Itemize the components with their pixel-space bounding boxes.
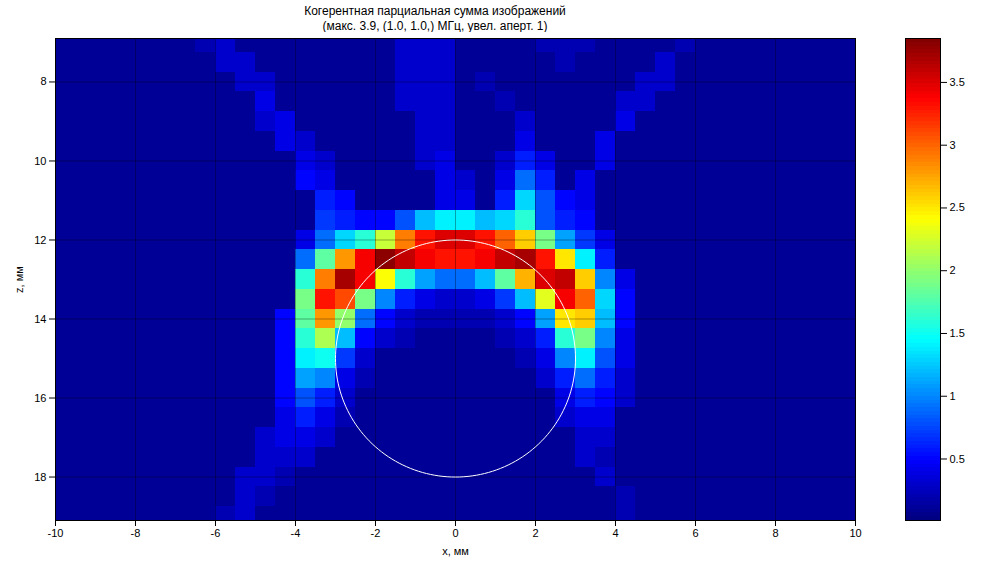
svg-text:2.5: 2.5: [950, 201, 965, 213]
html-text:(макс. 3.9, (1.0, 1.0,) МГц, у: (макс. 3.9, (1.0, 1.0,) МГц, увел. аперт…: [322, 19, 548, 33]
svg-text:3: 3: [950, 139, 956, 151]
svg-text:-4: -4: [291, 527, 301, 539]
svg-text:0.5: 0.5: [950, 453, 965, 465]
svg-text:12: 12: [34, 234, 46, 246]
html-text:Когерентная парциальная сумма: Когерентная парциальная сумма изображени…: [304, 4, 566, 18]
svg-text:z, мм: z, мм: [13, 266, 25, 293]
svg-text:-6: -6: [211, 527, 221, 539]
svg-text:10: 10: [849, 527, 861, 539]
svg-text:-2: -2: [371, 527, 381, 539]
svg-text:1.5: 1.5: [950, 327, 965, 339]
svg-text:16: 16: [34, 392, 46, 404]
svg-text:8: 8: [772, 527, 778, 539]
svg-text:4: 4: [612, 527, 618, 539]
svg-text:x, мм: x, мм: [442, 545, 469, 557]
svg-text:14: 14: [34, 313, 46, 325]
svg-text:-10: -10: [48, 527, 64, 539]
svg-text:10: 10: [34, 154, 46, 166]
svg-text:2: 2: [532, 527, 538, 539]
svg-text:6: 6: [692, 527, 698, 539]
svg-text:8: 8: [40, 75, 46, 87]
svg-text:18: 18: [34, 471, 46, 483]
svg-text:-8: -8: [131, 527, 141, 539]
svg-text:2: 2: [950, 264, 956, 276]
svg-text:3.5: 3.5: [950, 76, 965, 88]
svg-text:0: 0: [452, 527, 458, 539]
svg-text:1: 1: [950, 390, 956, 402]
